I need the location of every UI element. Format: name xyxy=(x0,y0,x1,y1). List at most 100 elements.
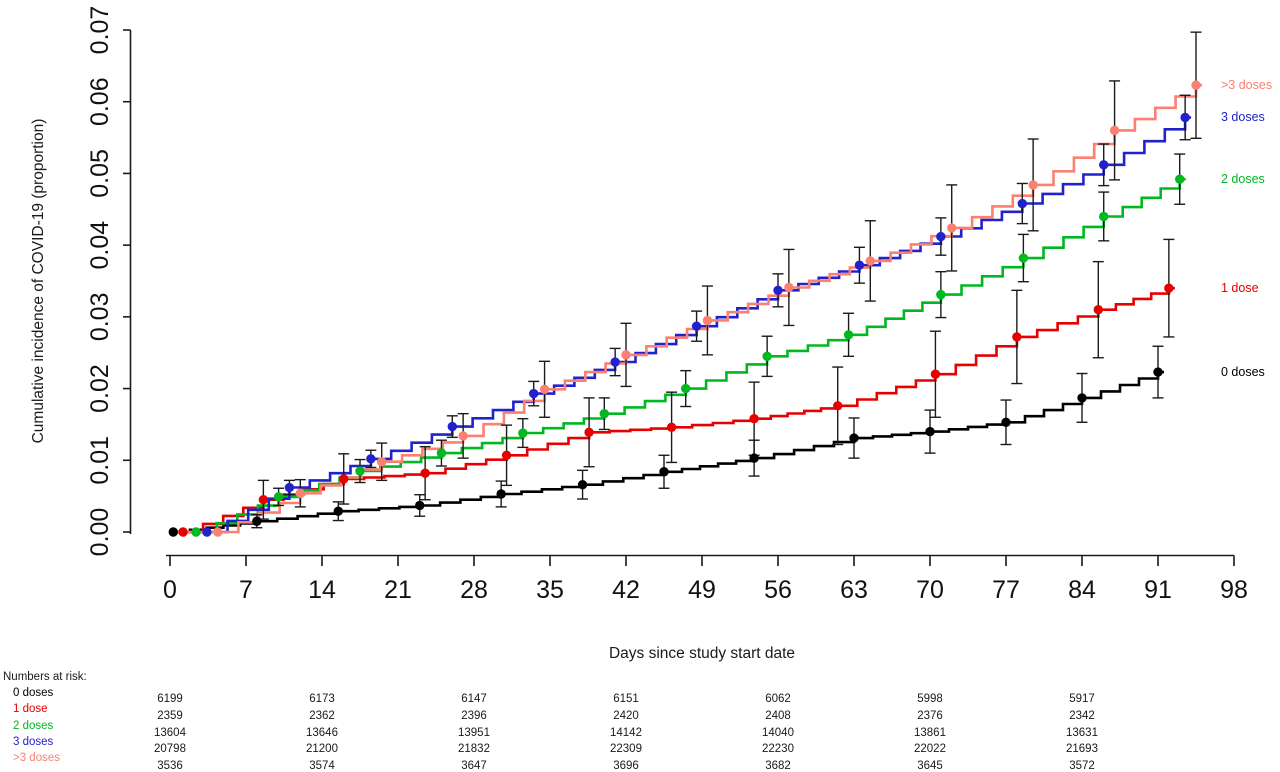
marker-3-doses xyxy=(691,321,702,331)
x-tick-label: 21 xyxy=(384,576,412,604)
marker-0-doses xyxy=(1153,367,1163,377)
marker-2-doses xyxy=(191,527,201,537)
risk-value: 13604 xyxy=(154,727,186,739)
marker-0-doses xyxy=(577,479,588,490)
marker-1-dose xyxy=(1093,304,1103,315)
x-tick-label: 49 xyxy=(688,576,716,604)
risk-value: 2342 xyxy=(1069,710,1095,722)
marker-0-doses xyxy=(925,426,935,437)
marker--3-doses xyxy=(539,384,550,394)
legend-label-2-doses: 2 doses xyxy=(1221,172,1265,187)
marker-2-doses xyxy=(1018,253,1029,263)
risk-value: 6151 xyxy=(613,693,639,705)
marker--3-doses xyxy=(621,350,631,360)
marker--3-doses xyxy=(1191,80,1201,90)
marker--3-doses xyxy=(1109,125,1120,136)
marker-3-doses xyxy=(936,231,946,242)
marker--3-doses xyxy=(702,315,713,326)
x-tick-label: 35 xyxy=(536,576,564,604)
y-tick-label: 0.01 xyxy=(86,436,114,485)
risk-value: 3647 xyxy=(461,760,487,772)
curve-1-dose xyxy=(170,286,1175,534)
risk-value: 20798 xyxy=(154,743,186,755)
marker-1-dose xyxy=(749,413,759,424)
x-tick-label: 63 xyxy=(840,576,868,604)
risk-value: 14040 xyxy=(762,727,794,739)
risk-value: 3645 xyxy=(917,760,943,772)
risk-value: 5917 xyxy=(1069,693,1095,705)
marker-3-doses xyxy=(284,482,295,493)
marker--3-doses xyxy=(458,431,468,441)
curve-2-doses xyxy=(170,177,1186,534)
marker--3-doses xyxy=(1028,180,1038,190)
risk-value: 13951 xyxy=(458,727,490,739)
risk-value: 21200 xyxy=(306,743,338,755)
marker-2-doses xyxy=(355,466,365,476)
risk-value: 3572 xyxy=(1069,760,1095,772)
marker-1-dose xyxy=(420,468,430,478)
marker-0-doses xyxy=(252,516,262,526)
marker-2-doses xyxy=(936,289,946,300)
legend-label-0-doses: 0 doses xyxy=(1221,365,1265,380)
marker-0-doses xyxy=(1077,393,1087,403)
x-tick-label: 84 xyxy=(1068,576,1096,604)
x-tick-label: 28 xyxy=(460,576,488,604)
y-tick-label: 0.03 xyxy=(86,293,114,342)
marker-1-dose xyxy=(258,495,269,505)
marker--3-doses xyxy=(213,527,223,537)
risk-value: 22022 xyxy=(914,743,946,755)
marker-3-doses xyxy=(1180,112,1190,123)
marker-3-doses xyxy=(529,388,539,399)
marker--3-doses xyxy=(377,457,387,467)
marker-3-doses xyxy=(366,454,376,464)
marker-0-doses xyxy=(415,500,425,511)
marker-1-dose xyxy=(501,450,512,460)
risk-value: 13646 xyxy=(306,727,338,739)
risk-value: 13861 xyxy=(914,727,946,739)
marker-1-dose xyxy=(930,369,941,379)
marker-1-dose xyxy=(178,527,188,537)
marker-2-doses xyxy=(273,492,284,502)
risk-row-label-1-dose: 1 dose xyxy=(13,703,48,715)
risk-value: 21693 xyxy=(1066,743,1098,755)
risk-row-label-3-doses: 3 doses xyxy=(13,736,54,748)
risk-value: 2376 xyxy=(917,710,943,722)
marker-3-doses xyxy=(1017,198,1027,209)
marker-0-doses xyxy=(849,433,859,443)
risk-value: 13631 xyxy=(1066,727,1098,739)
marker--3-doses xyxy=(784,282,794,293)
risk-value: 2396 xyxy=(461,710,487,722)
x-tick-label: 0 xyxy=(163,576,177,604)
risk-value: 6147 xyxy=(461,693,487,705)
marker-2-doses xyxy=(436,448,447,458)
x-tick-label: 77 xyxy=(992,576,1020,604)
risk-value: 2420 xyxy=(613,710,639,722)
legend-label-1-dose: 1 dose xyxy=(1221,281,1259,296)
legend-label-gt3-doses: >3 doses xyxy=(1221,78,1273,93)
y-tick-label: 0.04 xyxy=(86,221,114,270)
marker-0-doses xyxy=(749,453,759,463)
marker-2-doses xyxy=(762,351,772,361)
marker-2-doses xyxy=(1175,174,1185,184)
marker--3-doses xyxy=(295,488,305,498)
risk-value: 2362 xyxy=(309,710,335,722)
x-tick-label: 70 xyxy=(916,576,944,604)
marker-3-doses xyxy=(773,285,783,296)
legend-label-3-doses: 3 doses xyxy=(1221,110,1265,125)
risk-row-label--3-doses: >3 doses xyxy=(13,752,60,764)
risk-value: 6062 xyxy=(765,693,791,705)
y-tick-label: 0.02 xyxy=(86,364,114,413)
marker--3-doses xyxy=(865,256,875,266)
marker-3-doses xyxy=(854,260,865,270)
marker-1-dose xyxy=(1012,332,1022,342)
marker-2-doses xyxy=(681,383,691,394)
risk-value: 2359 xyxy=(157,710,183,722)
x-tick-label: 98 xyxy=(1220,576,1248,604)
marker-2-doses xyxy=(1099,211,1109,222)
marker-0-doses xyxy=(1001,417,1011,427)
risk-value: 21832 xyxy=(458,743,490,755)
curve-3-doses xyxy=(170,116,1192,534)
marker-3-doses xyxy=(610,357,620,367)
